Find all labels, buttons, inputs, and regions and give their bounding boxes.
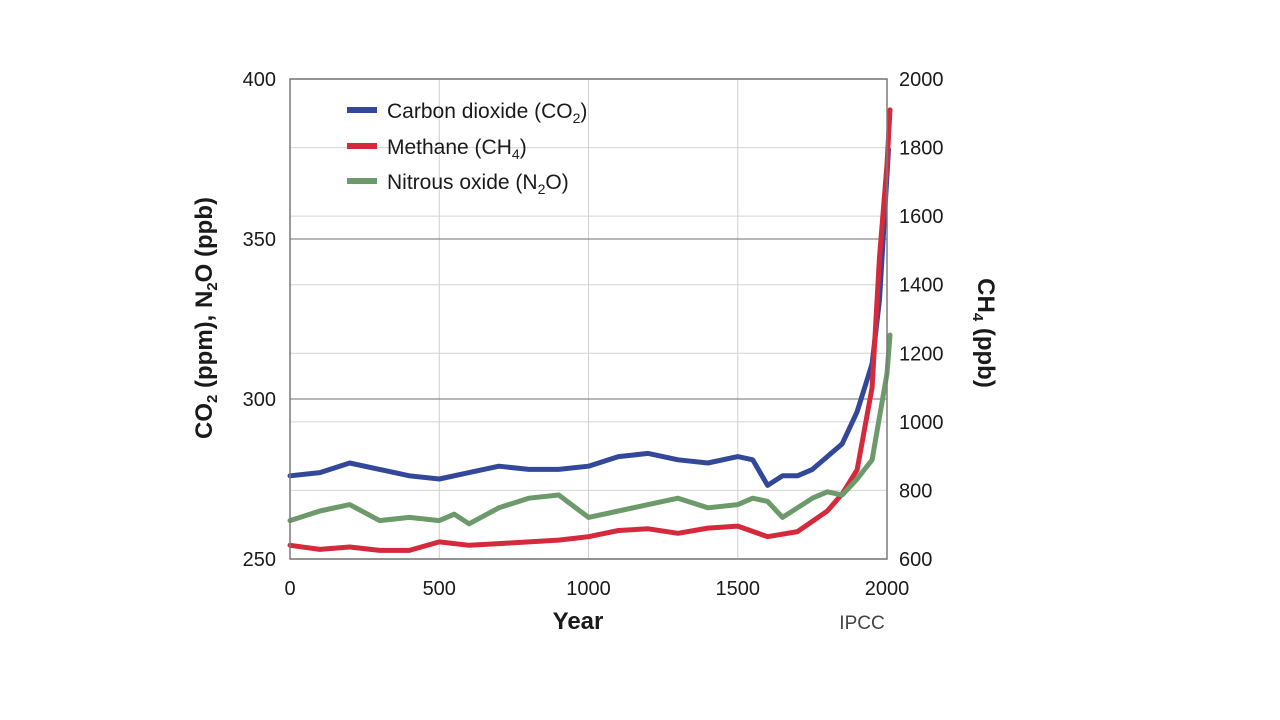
y-right-tick-label-4: 1400 bbox=[899, 275, 944, 297]
x-tick-label-0: 0 bbox=[284, 578, 295, 600]
y-right-tick-label-3: 1200 bbox=[899, 343, 944, 365]
series-lines bbox=[287, 107, 893, 553]
y-left-tick-label-3: 400 bbox=[243, 69, 276, 91]
y-axis-right-title: CH4 (ppb) bbox=[969, 278, 999, 388]
x-tick-label-1: 500 bbox=[423, 578, 456, 600]
legend: Carbon dioxide (CO2) Methane (CH4) Nitro… bbox=[347, 100, 587, 197]
y-left-tick-label-2: 350 bbox=[243, 229, 276, 251]
y-left-tick-label-1: 300 bbox=[243, 389, 276, 411]
legend-label-ch4: Methane (CH4) bbox=[387, 136, 527, 162]
series-line-co2 bbox=[287, 146, 891, 488]
series-line-ch4 bbox=[287, 107, 893, 553]
legend-item-ch4: Methane (CH4) bbox=[347, 136, 527, 162]
y-axis-left-title: CO2 (ppm), N2O (ppb) bbox=[191, 197, 221, 439]
x-tick-label-2: 1000 bbox=[566, 578, 611, 600]
y-right-tick-label-2: 1000 bbox=[899, 412, 944, 434]
y-right-tick-label-5: 1600 bbox=[899, 206, 944, 228]
y-right-tick-label-0: 600 bbox=[899, 549, 932, 571]
y-right-tick-label-1: 800 bbox=[899, 480, 932, 502]
plot-frame bbox=[289, 78, 888, 560]
series-line-n2o bbox=[287, 332, 893, 527]
legend-label-co2: Carbon dioxide (CO2) bbox=[387, 100, 587, 126]
y-right-tick-label-7: 2000 bbox=[899, 69, 944, 91]
legend-item-n2o: Nitrous oxide (N2O) bbox=[347, 171, 569, 197]
y-right-tick-label-6: 1800 bbox=[899, 138, 944, 160]
x-tick-label-4: 2000 bbox=[865, 578, 910, 600]
gridlines bbox=[289, 78, 888, 560]
x-axis-title: Year bbox=[553, 608, 604, 635]
x-tick-label-3: 1500 bbox=[716, 578, 761, 600]
source-label: IPCC bbox=[839, 613, 884, 634]
tick-labels: 0 500 1000 1500 2000 250 300 350 400 600 800 1000 12… bbox=[243, 69, 944, 600]
legend-item-co2: Carbon dioxide (CO2) bbox=[347, 100, 587, 126]
y-left-tick-label-0: 250 bbox=[243, 549, 276, 571]
legend-label-n2o: Nitrous oxide (N2O) bbox=[387, 171, 569, 197]
